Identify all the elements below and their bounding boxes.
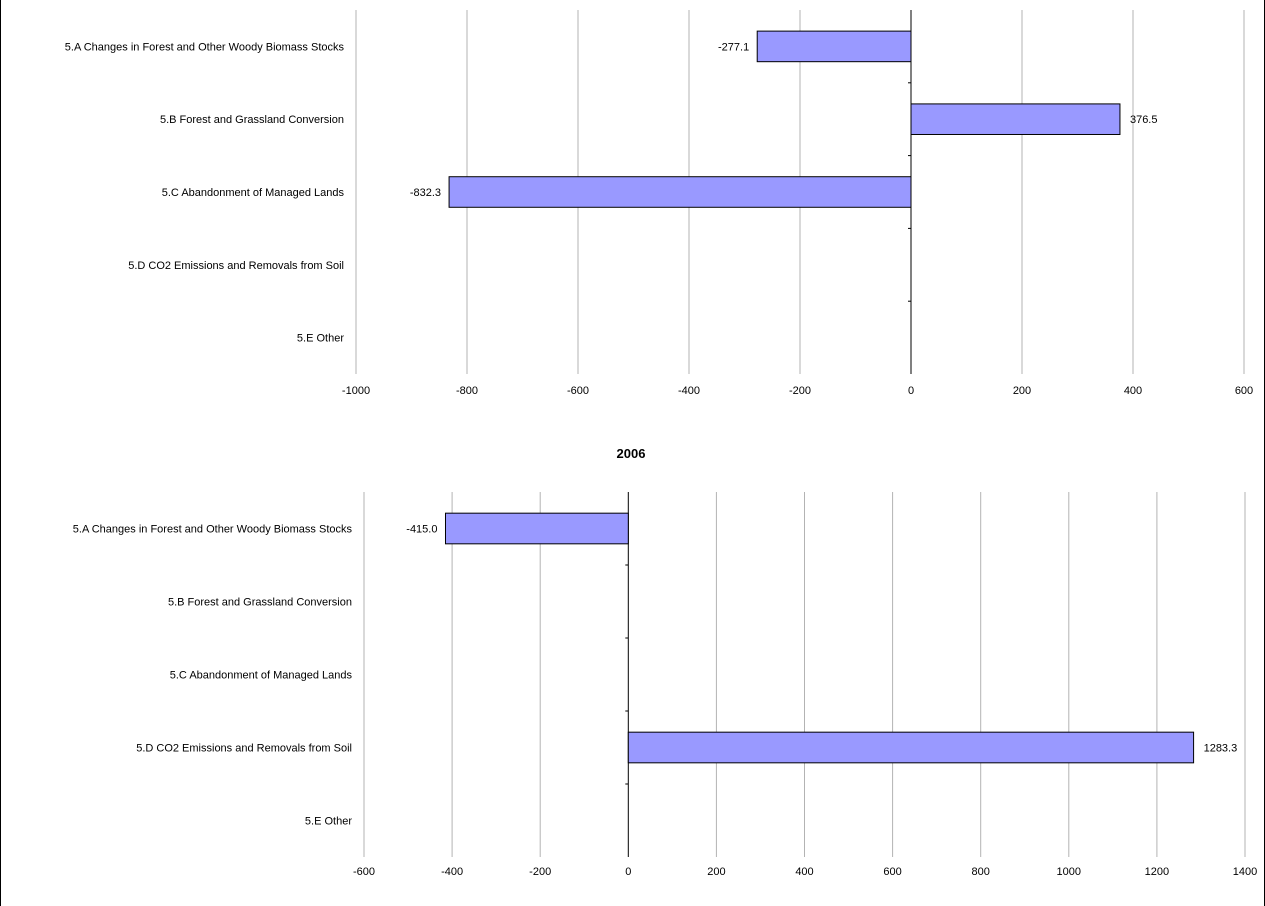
x-tick-label: 1000 xyxy=(1057,866,1081,878)
category-label: 5.E Other xyxy=(297,333,344,345)
x-tick-label: -200 xyxy=(529,866,551,878)
x-tick-label: -1000 xyxy=(342,385,370,397)
x-tick-label: -400 xyxy=(441,866,463,878)
bar xyxy=(448,176,912,208)
category-label: 5.B Forest and Grassland Conversion xyxy=(160,114,344,126)
data-label: -832.3 xyxy=(410,187,441,199)
x-tick-label: -200 xyxy=(789,385,811,397)
x-tick-label: -600 xyxy=(567,385,589,397)
category-label: 5.A Changes in Forest and Other Woody Bi… xyxy=(73,524,353,536)
bar xyxy=(756,30,912,63)
category-label: 5.D CO2 Emissions and Removals from Soil xyxy=(128,260,344,272)
category-label: 5.A Changes in Forest and Other Woody Bi… xyxy=(65,41,345,53)
x-tick-label: 0 xyxy=(908,385,914,397)
category-label: 5.C Abandonment of Managed Lands xyxy=(170,670,353,682)
x-tick-label: 0 xyxy=(625,866,631,878)
bar xyxy=(627,731,1195,764)
category-label: 5.D CO2 Emissions and Removals from Soil xyxy=(136,743,352,755)
x-tick-label: -400 xyxy=(678,385,700,397)
chart-1: -1000 -800 -600 -400 -200 0 200 400 600 5.A Chang… xyxy=(65,10,1253,397)
data-label: 376.5 xyxy=(1130,114,1158,126)
bar xyxy=(444,512,629,545)
x-tick-label: 1200 xyxy=(1145,866,1169,878)
chart-title: 2006 xyxy=(617,446,646,461)
category-label: 5.C Abandonment of Managed Lands xyxy=(162,187,345,199)
x-tick-label: -800 xyxy=(456,385,478,397)
category-label: 5.E Other xyxy=(305,816,352,828)
data-label: 1283.3 xyxy=(1204,743,1238,755)
x-tick-label: 600 xyxy=(883,866,901,878)
data-label: -277.1 xyxy=(718,41,749,53)
data-label: -415.0 xyxy=(406,524,437,536)
x-tick-label: 200 xyxy=(1013,385,1031,397)
x-tick-label: 400 xyxy=(1124,385,1142,397)
x-tick-label: 1400 xyxy=(1233,866,1257,878)
x-tick-label: 400 xyxy=(795,866,813,878)
chart-2: 2006 -600 -400 -200 0 200 400 600 800 1000 1200 140… xyxy=(73,446,1257,878)
x-tick-label: 600 xyxy=(1235,385,1253,397)
bar xyxy=(910,103,1121,135)
x-tick-label: 800 xyxy=(972,866,990,878)
x-tick-label: 200 xyxy=(707,866,725,878)
category-label: 5.B Forest and Grassland Conversion xyxy=(168,597,352,609)
x-tick-label: -600 xyxy=(353,866,375,878)
